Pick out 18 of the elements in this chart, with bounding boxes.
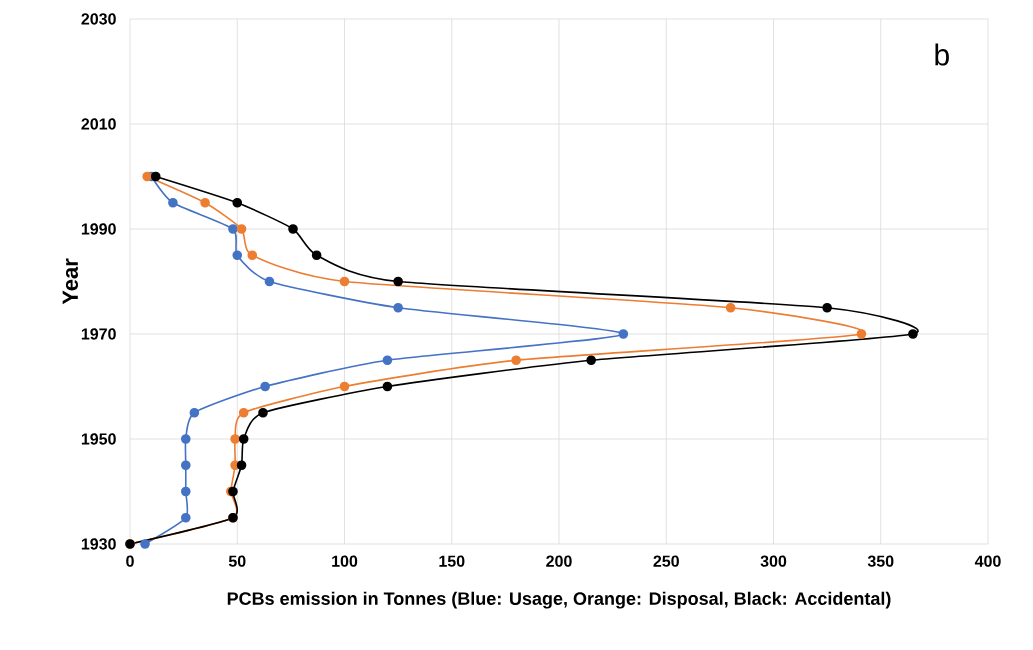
y-tick-label: 1950 bbox=[81, 433, 116, 445]
x-tick-label: 50 bbox=[228, 555, 246, 567]
x-tick-label: 250 bbox=[653, 555, 679, 567]
y-tick-label: 2010 bbox=[81, 118, 116, 130]
x-tick-label: 0 bbox=[126, 555, 134, 567]
y-tick-label: 1930 bbox=[81, 538, 116, 550]
y-tick-label: 1990 bbox=[81, 223, 116, 235]
y-tick-label: 1970 bbox=[81, 328, 116, 340]
y-axis-title: Year bbox=[62, 258, 79, 305]
x-tick-label: 300 bbox=[760, 555, 787, 567]
x-tick-label: 100 bbox=[332, 555, 358, 567]
annotation: b bbox=[935, 43, 949, 66]
x-tick-label: 150 bbox=[439, 555, 465, 567]
y-tick-label: 2030 bbox=[81, 13, 116, 25]
x-axis-title: PCBs emission in Tonnes (Blue: Usage, Orange: Disposal, Black: Accidental) bbox=[227, 591, 891, 609]
x-tick-label: 200 bbox=[546, 555, 572, 567]
x-tick-label: 350 bbox=[867, 555, 894, 567]
x-tick-label: 400 bbox=[974, 555, 1001, 567]
